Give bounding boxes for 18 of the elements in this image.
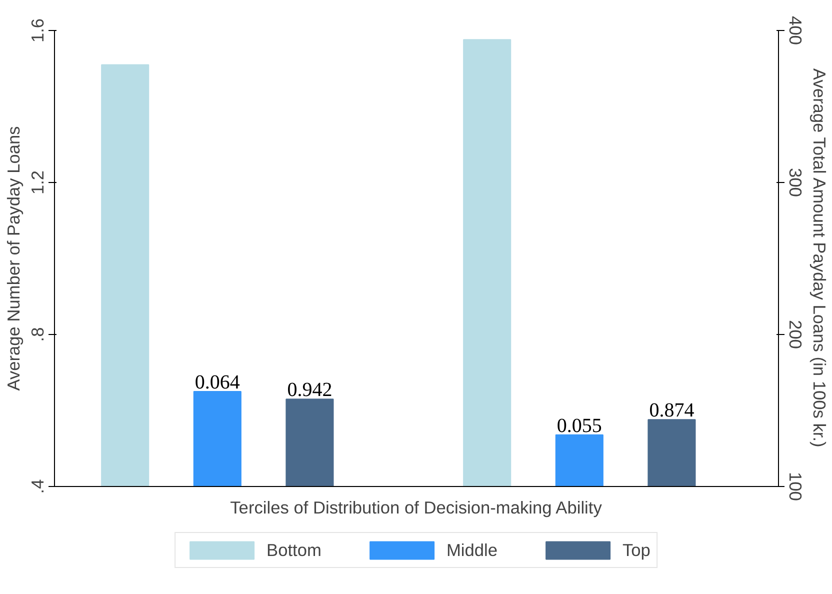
y-tick-label: 1.6 xyxy=(28,18,48,43)
x-axis-title: Terciles of Distribution of Decision-making Ability xyxy=(230,498,602,518)
y2-tick-label: 100 xyxy=(786,472,806,501)
legend-label: Middle xyxy=(446,540,498,560)
y2-tick-label: 200 xyxy=(786,320,806,349)
y2-axis-title: Average Total Amount Payday Loans (in 100s kr.) xyxy=(810,68,830,448)
y-tick-label: .4 xyxy=(28,478,48,494)
legend-label: Top xyxy=(622,540,650,560)
y2-tick-label: 300 xyxy=(786,168,806,197)
annotation: 0.064 xyxy=(194,372,240,394)
annotation: 0.055 xyxy=(556,414,602,437)
legend-label: Bottom xyxy=(266,540,322,560)
y2-tick-label: 400 xyxy=(786,16,806,45)
y-axis-title: Average Number of Payday Loans xyxy=(4,126,24,391)
annotation: 0.874 xyxy=(649,400,694,422)
annotation: 0.942 xyxy=(287,379,332,402)
y-tick-label: 1.2 xyxy=(28,170,48,195)
y-tick-label: .8 xyxy=(28,327,48,342)
